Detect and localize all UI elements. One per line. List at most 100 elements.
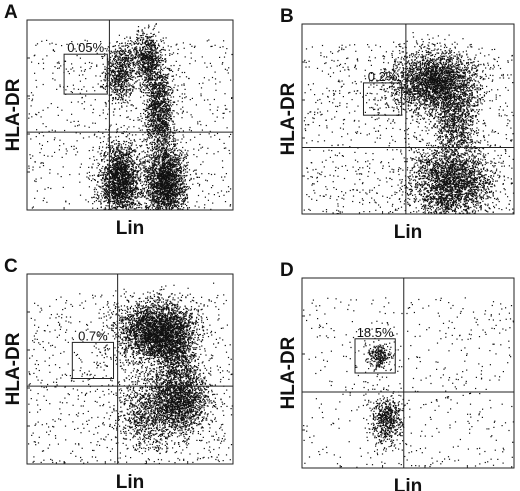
data-point (116, 99, 118, 101)
data-point (170, 164, 172, 166)
data-point (165, 58, 167, 60)
data-point (173, 200, 175, 202)
data-point (131, 71, 133, 73)
data-point (130, 91, 132, 93)
data-point (180, 174, 182, 176)
data-point (171, 186, 173, 188)
data-point (142, 192, 144, 194)
data-point (99, 169, 101, 171)
data-point (112, 150, 114, 152)
data-point (128, 51, 130, 53)
data-point (166, 182, 168, 184)
data-point (128, 206, 130, 208)
data-point (116, 167, 118, 169)
data-point (147, 207, 150, 209)
data-point (140, 175, 142, 177)
data-point (132, 177, 134, 179)
data-point (178, 176, 180, 178)
data-point (88, 150, 90, 152)
data-point (170, 149, 172, 151)
data-point (146, 155, 148, 157)
data-point (184, 199, 186, 201)
data-point (155, 151, 157, 153)
data-point (133, 169, 135, 172)
data-point (135, 174, 137, 176)
data-point (121, 194, 123, 196)
data-point (124, 61, 126, 63)
data-point (185, 171, 187, 173)
data-point (119, 187, 121, 189)
data-point (134, 57, 136, 59)
data-point (146, 172, 148, 174)
data-point (165, 198, 167, 201)
data-point (171, 195, 173, 197)
data-point (142, 52, 144, 55)
data-point (116, 176, 118, 179)
data-point (118, 203, 120, 205)
data-point (125, 158, 128, 161)
data-point (106, 48, 108, 50)
data-point (140, 63, 142, 65)
data-point (164, 162, 166, 164)
data-point (137, 206, 139, 209)
data-point (164, 180, 167, 182)
data-point (154, 72, 156, 74)
data-point (133, 201, 135, 203)
data-point (104, 192, 106, 194)
data-point (168, 167, 170, 169)
data-point (169, 200, 171, 202)
data-point (151, 48, 153, 50)
data-point (119, 176, 121, 178)
data-point (141, 207, 143, 209)
data-point (140, 180, 142, 182)
data-point (172, 191, 174, 193)
data-point (148, 161, 150, 163)
data-point (171, 179, 173, 181)
data-point (135, 46, 137, 48)
data-point (118, 56, 120, 58)
data-point (92, 203, 94, 205)
data-point (145, 165, 147, 167)
data-point (119, 161, 121, 163)
data-point (144, 43, 146, 45)
data-point (175, 181, 177, 183)
data-point (140, 51, 142, 53)
data-point (158, 196, 160, 198)
data-point (152, 184, 154, 186)
data-point (134, 203, 136, 205)
data-point (105, 177, 107, 180)
data-point (163, 184, 165, 186)
data-point (195, 169, 197, 171)
data-point (120, 144, 122, 146)
data-point (119, 194, 121, 196)
data-point (132, 57, 134, 59)
data-point (125, 73, 127, 75)
data-point (127, 102, 129, 104)
data-point (156, 62, 158, 64)
data-point (136, 52, 138, 54)
data-point (129, 59, 131, 62)
data-point (118, 76, 120, 79)
data-point (169, 205, 171, 207)
data-point (121, 67, 123, 69)
data-point (137, 39, 139, 41)
data-point (157, 187, 159, 189)
data-point (122, 178, 124, 181)
data-point (166, 185, 168, 187)
data-point (179, 158, 181, 160)
data-point (118, 202, 120, 204)
data-point (145, 205, 147, 207)
data-point (111, 160, 114, 162)
data-point (147, 175, 150, 177)
data-point (173, 187, 175, 189)
data-point (173, 202, 175, 204)
data-point (150, 169, 152, 171)
data-point (157, 60, 160, 62)
data-point (114, 164, 116, 166)
data-point (141, 52, 143, 55)
data-point (121, 77, 123, 79)
data-point (114, 79, 116, 81)
data-point (143, 58, 145, 60)
data-point (174, 193, 176, 195)
data-point (114, 72, 116, 74)
